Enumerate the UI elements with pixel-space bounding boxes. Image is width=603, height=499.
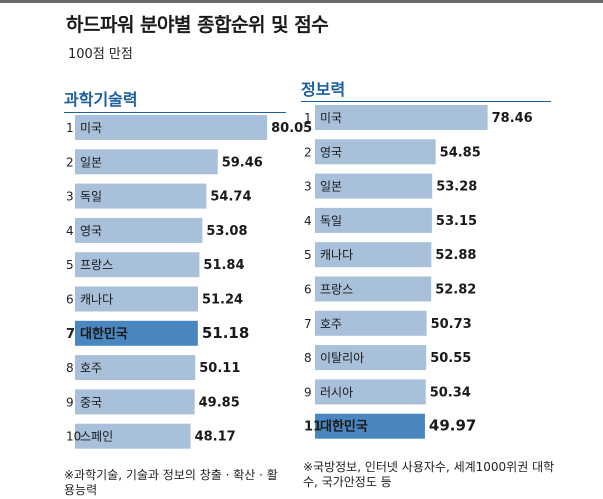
left-panel-rule	[64, 112, 286, 113]
left-chart-note: ※과학기술, 기술과 정보의 창출 · 확산 · 활용능력	[64, 468, 278, 497]
right-category-label-9: 대한민국	[320, 419, 368, 435]
right-rank-label-3: 4	[304, 214, 312, 228]
left-bar-1	[75, 149, 218, 175]
left-category-label-8: 중국	[80, 395, 102, 409]
right-bar-6	[315, 310, 427, 336]
page-subtitle: 100점 만점	[68, 47, 133, 62]
left-value-label-7: 50.11	[199, 361, 240, 376]
left-value-label-5: 51.24	[202, 293, 243, 308]
right-value-label-7: 50.55	[430, 351, 471, 366]
left-bar-4	[75, 252, 200, 278]
right-bar-3	[315, 207, 432, 233]
right-panel-rule	[301, 101, 551, 102]
right-category-label-7: 이탈리아	[320, 351, 364, 365]
left-category-label-0: 미국	[80, 121, 102, 135]
right-category-label-1: 영국	[320, 145, 342, 159]
left-category-label-5: 캐나다	[80, 293, 113, 307]
left-value-label-0: 80.05	[271, 121, 312, 136]
right-bar-1	[315, 139, 436, 165]
left-bar-7	[75, 355, 196, 381]
left-value-label-1: 59.46	[222, 155, 263, 170]
right-rank-label-2: 3	[304, 180, 312, 194]
right-value-label-5: 52.82	[435, 283, 476, 298]
right-bar-2	[315, 173, 433, 199]
left-rank-label-8: 9	[66, 395, 74, 409]
right-bar-0	[315, 105, 488, 130]
left-rank-label-2: 3	[66, 190, 74, 204]
left-value-label-4: 51.84	[203, 258, 244, 273]
left-bar-0	[75, 115, 268, 140]
right-rank-label-8: 9	[304, 385, 312, 399]
top-rule	[0, 0, 603, 3]
right-chart-note: ※국방정보, 인터넷 사용자수, 세계1000위권 대학수, 국가안정도 등	[303, 460, 555, 489]
right-rank-label-4: 5	[304, 248, 312, 262]
right-rank-label-6: 7	[304, 317, 312, 331]
left-panel-title: 과학기술력	[64, 90, 138, 109]
right-bar-8	[315, 379, 426, 405]
left-value-label-3: 53.08	[206, 224, 247, 239]
right-bar-9	[315, 413, 425, 439]
right-category-label-3: 독일	[320, 214, 342, 228]
right-value-label-4: 52.88	[435, 248, 476, 263]
right-panel-title: 정보력	[301, 80, 346, 99]
left-category-label-2: 독일	[80, 190, 102, 204]
right-category-label-6: 호주	[320, 317, 342, 331]
right-value-label-3: 53.15	[436, 214, 477, 229]
left-rank-label-4: 5	[66, 258, 74, 272]
page-title: 하드파워 분야별 종합순위 및 점수	[66, 14, 329, 36]
left-rank-label-9: 10	[66, 430, 81, 444]
left-rank-label-1: 2	[66, 155, 74, 169]
left-rank-label-5: 6	[66, 293, 74, 307]
left-rank-label-6: 7	[66, 327, 75, 342]
right-value-label-2: 53.28	[436, 180, 477, 195]
left-value-label-2: 54.74	[210, 190, 251, 205]
left-category-label-6: 대한민국	[80, 326, 128, 342]
left-bar-5	[75, 286, 198, 312]
right-category-label-4: 캐나다	[320, 248, 353, 262]
left-bar-2	[75, 183, 207, 209]
left-rank-label-7: 8	[66, 361, 74, 375]
right-category-label-0: 미국	[320, 111, 342, 125]
right-value-label-9: 49.97	[429, 417, 476, 435]
left-category-label-7: 호주	[80, 361, 102, 375]
right-bar-7	[315, 345, 427, 371]
left-value-label-9: 48.17	[195, 430, 236, 445]
left-rank-label-3: 4	[66, 224, 74, 238]
right-rank-label-9: 11	[304, 420, 322, 435]
right-rank-label-0: 1	[304, 111, 312, 125]
left-bar-8	[75, 389, 195, 415]
left-bar-9	[75, 423, 191, 449]
left-rank-label-0: 1	[66, 121, 74, 135]
right-rank-label-5: 6	[304, 283, 312, 297]
right-category-label-5: 프랑스	[320, 283, 353, 297]
right-bar-5	[315, 276, 432, 302]
left-category-label-3: 영국	[80, 224, 102, 238]
left-category-label-1: 일본	[80, 155, 102, 169]
right-bar-4	[315, 242, 432, 268]
left-bar-6	[75, 320, 198, 346]
right-rank-label-1: 2	[304, 145, 312, 159]
left-category-label-9: 스페인	[80, 430, 113, 444]
right-rank-label-7: 8	[304, 351, 312, 365]
right-category-label-2: 일본	[320, 180, 342, 194]
right-value-label-0: 78.46	[492, 111, 533, 126]
left-value-label-6: 51.18	[202, 324, 249, 342]
left-category-label-4: 프랑스	[80, 258, 113, 272]
right-category-label-8: 러시아	[320, 385, 353, 399]
right-value-label-6: 50.73	[431, 317, 472, 332]
right-value-label-8: 50.34	[430, 385, 471, 400]
left-value-label-8: 49.85	[199, 395, 240, 410]
left-bar-3	[75, 217, 203, 243]
right-value-label-1: 54.85	[440, 145, 481, 160]
